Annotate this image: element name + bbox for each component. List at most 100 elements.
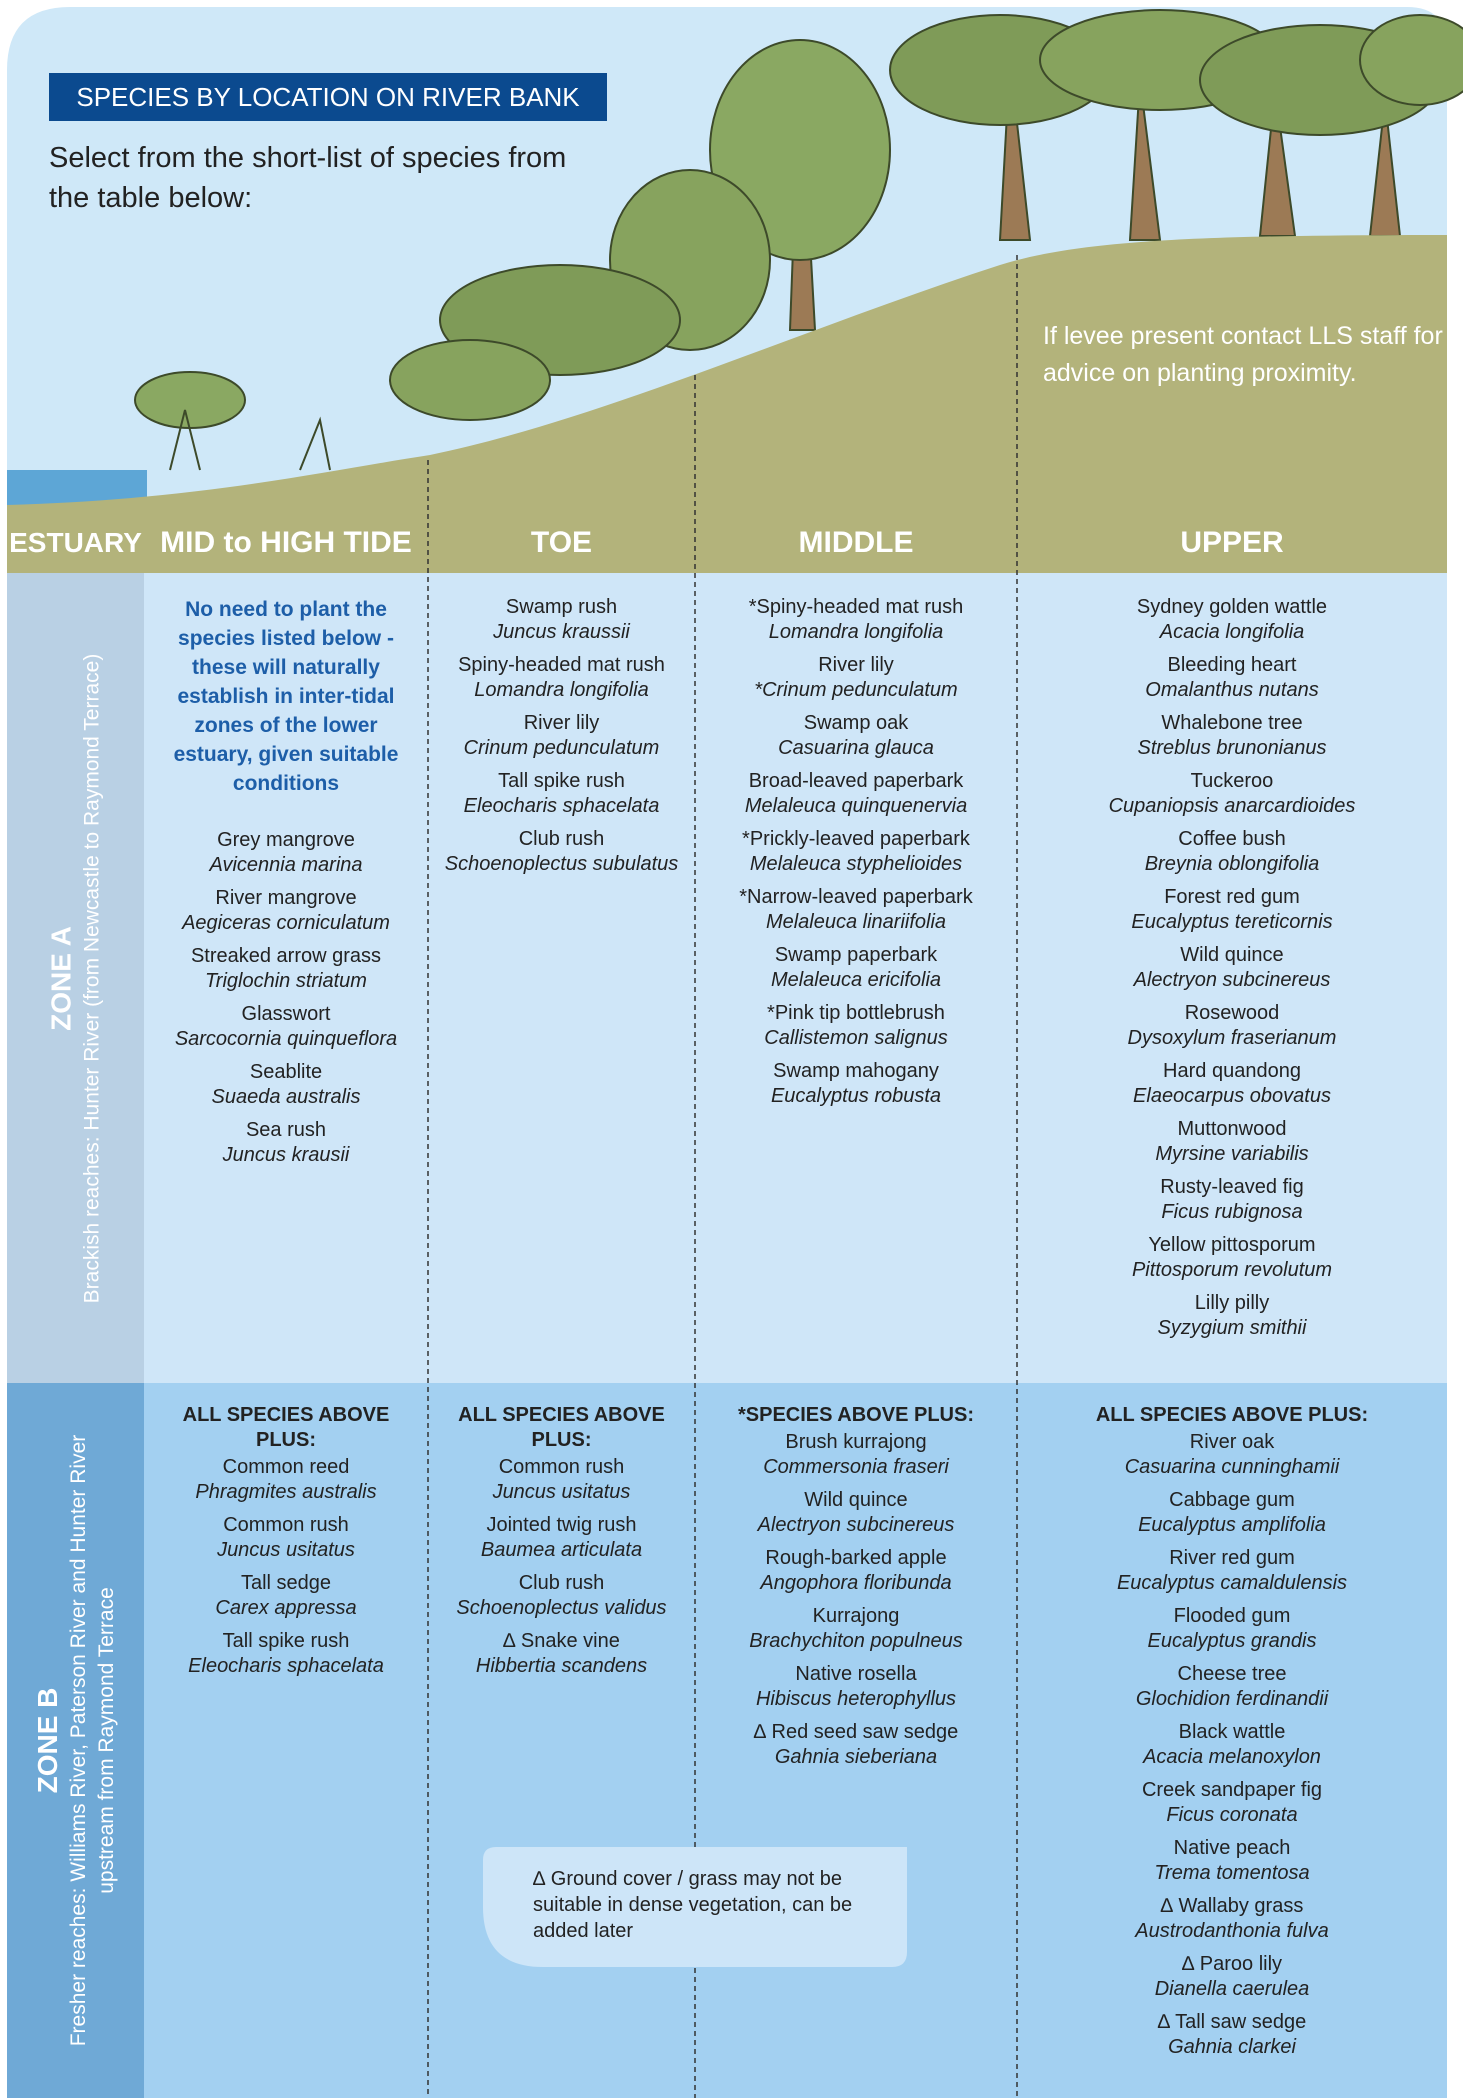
species-item: ∆ Snake vine Hibbertia scandens bbox=[428, 1629, 695, 1679]
zone-name: ZONE B bbox=[31, 1687, 62, 1794]
species-item: Black wattle Acacia melanoxylon bbox=[1017, 1720, 1447, 1770]
species-item: River lily *Crinum pedunculatum bbox=[695, 653, 1017, 703]
scientific-name: Juncus kraussii bbox=[493, 621, 630, 643]
scientific-name: Elaeocarpus obovatus bbox=[1133, 1085, 1331, 1107]
zone-label: ZONE B Fresher reaches: Williams River, P… bbox=[7, 1398, 144, 2083]
species-item: Hard quandong Elaeocarpus obovatus bbox=[1017, 1059, 1447, 1109]
common-name: Hard quandong bbox=[1163, 1060, 1301, 1082]
species-item: Common reed Phragmites australis bbox=[144, 1455, 428, 1505]
note: No need to plant the species listed belo… bbox=[173, 598, 399, 795]
species-item: Broad-leaved paperbark Melaleuca quinquen… bbox=[695, 769, 1017, 819]
species-cell: ALL SPECIES ABOVE PLUS: River oak Casuarin… bbox=[1017, 1403, 1447, 2068]
species-item: Swamp oak Casuarina glauca bbox=[695, 711, 1017, 761]
species-item: Rosewood Dysoxylum fraserianum bbox=[1017, 1001, 1447, 1051]
common-name: Flooded gum bbox=[1173, 1605, 1291, 1627]
common-name: ∆ Wallaby grass bbox=[1160, 1895, 1304, 1917]
species-item: River mangrove Aegiceras corniculatum bbox=[144, 886, 428, 936]
species-cell: ALL SPECIES ABOVE PLUS: Common rush Juncus… bbox=[428, 1403, 695, 1687]
scientific-name: Eucalyptus grandis bbox=[1147, 1630, 1317, 1652]
species-item: Swamp paperbark Melaleuca ericifolia bbox=[695, 943, 1017, 993]
species-item: Lilly pilly Syzygium smithii bbox=[1017, 1291, 1447, 1341]
levee-note: If levee present contact LLS staff for a… bbox=[1043, 322, 1443, 387]
common-name: Swamp paperbark bbox=[774, 944, 938, 966]
species-item: Yellow pittosporum Pittosporum revolutum bbox=[1017, 1233, 1447, 1283]
species-item: Club rush Schoenoplectus subulatus bbox=[428, 827, 695, 877]
species-item: Rusty-leaved fig Ficus rubignosa bbox=[1017, 1175, 1447, 1225]
scientific-name: Melaleuca linariifolia bbox=[765, 911, 947, 933]
scientific-name: Schoenoplectus subulatus bbox=[444, 853, 679, 875]
species-item: Glasswort Sarcocornia quinqueflora bbox=[144, 1002, 428, 1052]
common-name: Wild quince bbox=[804, 1489, 908, 1511]
scientific-name: Syzygium smithii bbox=[1157, 1317, 1307, 1339]
zone-a-label-bg bbox=[7, 573, 144, 1383]
scientific-name: Schoenoplectus validus bbox=[456, 1597, 667, 1619]
scientific-name: Avicennia marina bbox=[209, 854, 363, 876]
scientific-name: Juncus usitatus bbox=[217, 1539, 355, 1561]
common-name: Jointed twig rush bbox=[486, 1514, 637, 1536]
scientific-name: Ficus coronata bbox=[1166, 1804, 1298, 1826]
species-cell: No need to plant the species listed belo… bbox=[144, 595, 428, 1176]
scientific-name: Cupaniopsis anarcardioides bbox=[1108, 795, 1356, 817]
scientific-name: Melaleuca styphelioides bbox=[749, 853, 963, 875]
scientific-name: Commersonia fraseri bbox=[763, 1456, 949, 1478]
species-item: *Narrow-leaved paperbark Melaleuca linari… bbox=[695, 885, 1017, 935]
common-name: Tall spike rush bbox=[222, 1630, 350, 1652]
common-name: Cheese tree bbox=[1177, 1663, 1287, 1685]
species-item: Cabbage gum Eucalyptus amplifolia bbox=[1017, 1488, 1447, 1538]
common-name: Broad-leaved paperbark bbox=[748, 770, 964, 792]
scientific-name: Alectryon subcinereus bbox=[757, 1514, 955, 1536]
scientific-name: Alectryon subcinereus bbox=[1133, 969, 1331, 991]
common-name: Sea rush bbox=[245, 1119, 327, 1141]
species-cell: Sydney golden wattle Acacia longifolia Ble… bbox=[1017, 595, 1447, 1349]
footnote: ∆ Ground cover / grass may not be suitab… bbox=[533, 1868, 853, 1942]
common-name: River lily bbox=[523, 712, 600, 734]
common-name: Seablite bbox=[249, 1061, 323, 1083]
species-item: Swamp rush Juncus kraussii bbox=[428, 595, 695, 645]
common-name: Swamp rush bbox=[505, 596, 618, 618]
common-name: River red gum bbox=[1169, 1547, 1295, 1569]
common-name: ∆ Red seed saw sedge bbox=[753, 1721, 959, 1743]
scientific-name: Eleocharis sphacelata bbox=[463, 795, 660, 817]
species-item: Wild quince Alectryon subcinereus bbox=[695, 1488, 1017, 1538]
species-item: Kurrajong Brachychiton populneus bbox=[695, 1604, 1017, 1654]
common-name: ∆ Tall saw sedge bbox=[1157, 2011, 1307, 2033]
species-item: Streaked arrow grass Triglochin striatum bbox=[144, 944, 428, 994]
common-name: Common rush bbox=[498, 1456, 625, 1478]
species-item: ∆ Wallaby grass Austrodanthonia fulva bbox=[1017, 1894, 1447, 1944]
species-item: Tuckeroo Cupaniopsis anarcardioides bbox=[1017, 769, 1447, 819]
species-item: ∆ Red seed saw sedge Gahnia sieberiana bbox=[695, 1720, 1017, 1770]
species-item: Tall spike rush Eleocharis sphacelata bbox=[144, 1629, 428, 1679]
species-item: Common rush Juncus usitatus bbox=[144, 1513, 428, 1563]
scientific-name: Eleocharis sphacelata bbox=[188, 1655, 384, 1677]
common-name: Coffee bush bbox=[1178, 828, 1286, 850]
dividers bbox=[427, 255, 1018, 2098]
species-item: ∆ Paroo lily Dianella caerulea bbox=[1017, 1952, 1447, 2002]
column-header: MIDDLE bbox=[798, 526, 914, 559]
scientific-name: Carex appressa bbox=[215, 1597, 357, 1619]
common-name: Black wattle bbox=[1178, 1721, 1286, 1743]
species-item: Seablite Suaeda australis bbox=[144, 1060, 428, 1110]
scientific-name: Dysoxylum fraserianum bbox=[1127, 1027, 1337, 1049]
common-name: Forest red gum bbox=[1164, 886, 1300, 908]
common-name: ∆ Paroo lily bbox=[1181, 1953, 1283, 1975]
species-item: Wild quince Alectryon subcinereus bbox=[1017, 943, 1447, 993]
common-name: *Spiny-headed mat rush bbox=[748, 596, 964, 618]
scientific-name: Melaleuca quinquenervia bbox=[744, 795, 968, 817]
species-item: Jointed twig rush Baumea articulata bbox=[428, 1513, 695, 1563]
species-item: *Spiny-headed mat rush Lomandra longifoli… bbox=[695, 595, 1017, 645]
species-item: Sea rush Juncus krausii bbox=[144, 1118, 428, 1168]
common-name: *Prickly-leaved paperbark bbox=[742, 828, 970, 850]
common-name: Rough-barked apple bbox=[765, 1547, 947, 1569]
scientific-name: Myrsine variabilis bbox=[1155, 1143, 1309, 1165]
scientific-name: Suaeda australis bbox=[211, 1086, 361, 1108]
species-item: Club rush Schoenoplectus validus bbox=[428, 1571, 695, 1621]
common-name: Swamp oak bbox=[803, 712, 909, 734]
species-item: Flooded gum Eucalyptus grandis bbox=[1017, 1604, 1447, 1654]
common-name: Tall spike rush bbox=[498, 770, 625, 792]
common-name: Brush kurrajong bbox=[785, 1431, 927, 1453]
common-name: Club rush bbox=[518, 1572, 605, 1594]
scientific-name: Hibbertia scandens bbox=[475, 1655, 648, 1677]
scientific-name: Triglochin striatum bbox=[205, 970, 367, 992]
